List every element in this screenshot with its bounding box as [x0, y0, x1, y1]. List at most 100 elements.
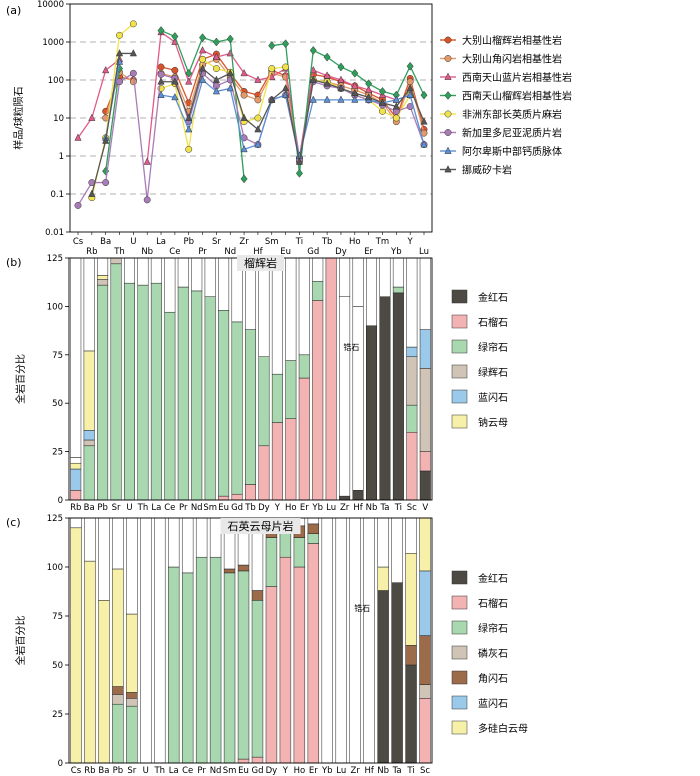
x-tick-label: Yb [311, 503, 323, 513]
bar-segment [406, 356, 418, 406]
legend-marker [444, 165, 452, 173]
data-point [254, 114, 262, 122]
y-tick-label: 0 [58, 496, 63, 506]
x-tick-label: Hf [353, 503, 363, 513]
x-tick-label: Yb [321, 766, 333, 776]
legend-label: 绿辉石 [478, 366, 508, 379]
bar-remainder [126, 517, 138, 615]
bar-segment [251, 756, 264, 764]
legend-label: 绿帘石 [478, 341, 508, 354]
data-point [337, 95, 345, 103]
bar-segment [204, 296, 216, 501]
bar-segment [110, 263, 122, 501]
data-point [157, 63, 165, 71]
bar-segment [307, 543, 320, 764]
y-axis-label: 样品/球粒陨石 [12, 86, 25, 149]
series-line [105, 68, 121, 172]
data-point [281, 84, 290, 92]
panel-label: (b) [6, 256, 22, 269]
data-point [351, 88, 359, 97]
x-tick-label: Sr [112, 503, 121, 513]
data-point [378, 87, 387, 96]
data-point [198, 46, 207, 54]
bar-segment [419, 698, 431, 764]
data-point [226, 84, 234, 92]
bar-segment [97, 284, 109, 501]
data-point [240, 113, 248, 121]
bar-segment [405, 645, 417, 666]
legend-swatch [451, 720, 468, 735]
y-tick-label: 100 [47, 563, 63, 573]
legend-marker [444, 146, 452, 154]
x-tick-label: Lu [326, 503, 336, 513]
data-point [392, 114, 400, 122]
bar-remainder [137, 257, 149, 286]
bar-segment [419, 470, 431, 501]
data-point [254, 96, 262, 104]
panel-label: (c) [6, 516, 21, 529]
data-point [420, 117, 428, 125]
data-point [323, 52, 331, 62]
bar-remainder [84, 517, 96, 562]
data-point [102, 179, 110, 187]
bar-remainder [83, 257, 95, 352]
y-tick-label: 50 [52, 399, 63, 409]
x-tick-label: Lu [419, 247, 429, 257]
data-point [309, 95, 317, 103]
x-tick-label: Eu [280, 247, 291, 257]
x-tick-label: Ho [285, 503, 297, 513]
bar-segment [377, 566, 389, 591]
bar-segment [237, 758, 250, 764]
bar-segment [98, 600, 110, 764]
x-tick-label: Y [407, 237, 414, 247]
legend-label: 大别山榴辉岩相基性岩 [462, 34, 562, 47]
y-tick-label: 125 [47, 254, 63, 264]
x-tick-label: Dy [266, 766, 278, 776]
x-tick-label: Rb [86, 247, 97, 257]
bar-segment [265, 586, 278, 764]
data-point [240, 174, 248, 184]
x-tick-label: Pr [179, 503, 188, 513]
data-point [171, 77, 179, 85]
bar-segment [352, 490, 364, 501]
legend-marker [444, 110, 452, 118]
series-line [146, 31, 411, 162]
title-box [220, 518, 301, 534]
data-point [212, 75, 221, 83]
x-tick-label: La [156, 237, 166, 247]
x-tick-label: Ce [182, 766, 193, 776]
bar-remainder [391, 517, 403, 583]
x-tick-label: Er [364, 247, 373, 257]
legend-swatch [451, 595, 468, 610]
bar-remainder [97, 257, 109, 276]
bar-segment [271, 422, 283, 501]
bar-remainder [177, 257, 189, 288]
legend-label: 钠云母 [478, 416, 508, 429]
bar-remainder [298, 257, 310, 356]
bar-segment [70, 457, 82, 464]
x-tick-label: Cs [71, 766, 82, 776]
bar-segment [265, 537, 278, 587]
plot-frame [69, 3, 433, 233]
x-tick-label: Eu [218, 503, 229, 513]
y-tick-label: 0 [58, 759, 63, 769]
data-point [212, 37, 220, 47]
legend-label: 磷灰石 [478, 647, 508, 660]
x-tick-label: Ba [100, 237, 111, 247]
x-tick-label: Sc [420, 766, 430, 776]
data-point [185, 113, 193, 121]
legend-swatch [451, 364, 468, 379]
bar-segment [293, 537, 306, 568]
x-tick-label: U [143, 766, 149, 776]
bar-remainder [191, 257, 203, 292]
legend-label: 大别山角闪岩相基性岩 [462, 53, 562, 66]
y-tick-label: 0.1 [50, 190, 64, 200]
data-point [365, 85, 373, 93]
bar-segment [419, 517, 431, 572]
legend-label: 金红石 [478, 572, 508, 585]
legend-swatch [451, 620, 468, 635]
bar-remainder [218, 257, 230, 311]
series-6 [74, 69, 428, 209]
legend-label: 新加里多尼亚泥质片岩 [462, 127, 562, 140]
x-tick-label: Tb [244, 503, 256, 513]
